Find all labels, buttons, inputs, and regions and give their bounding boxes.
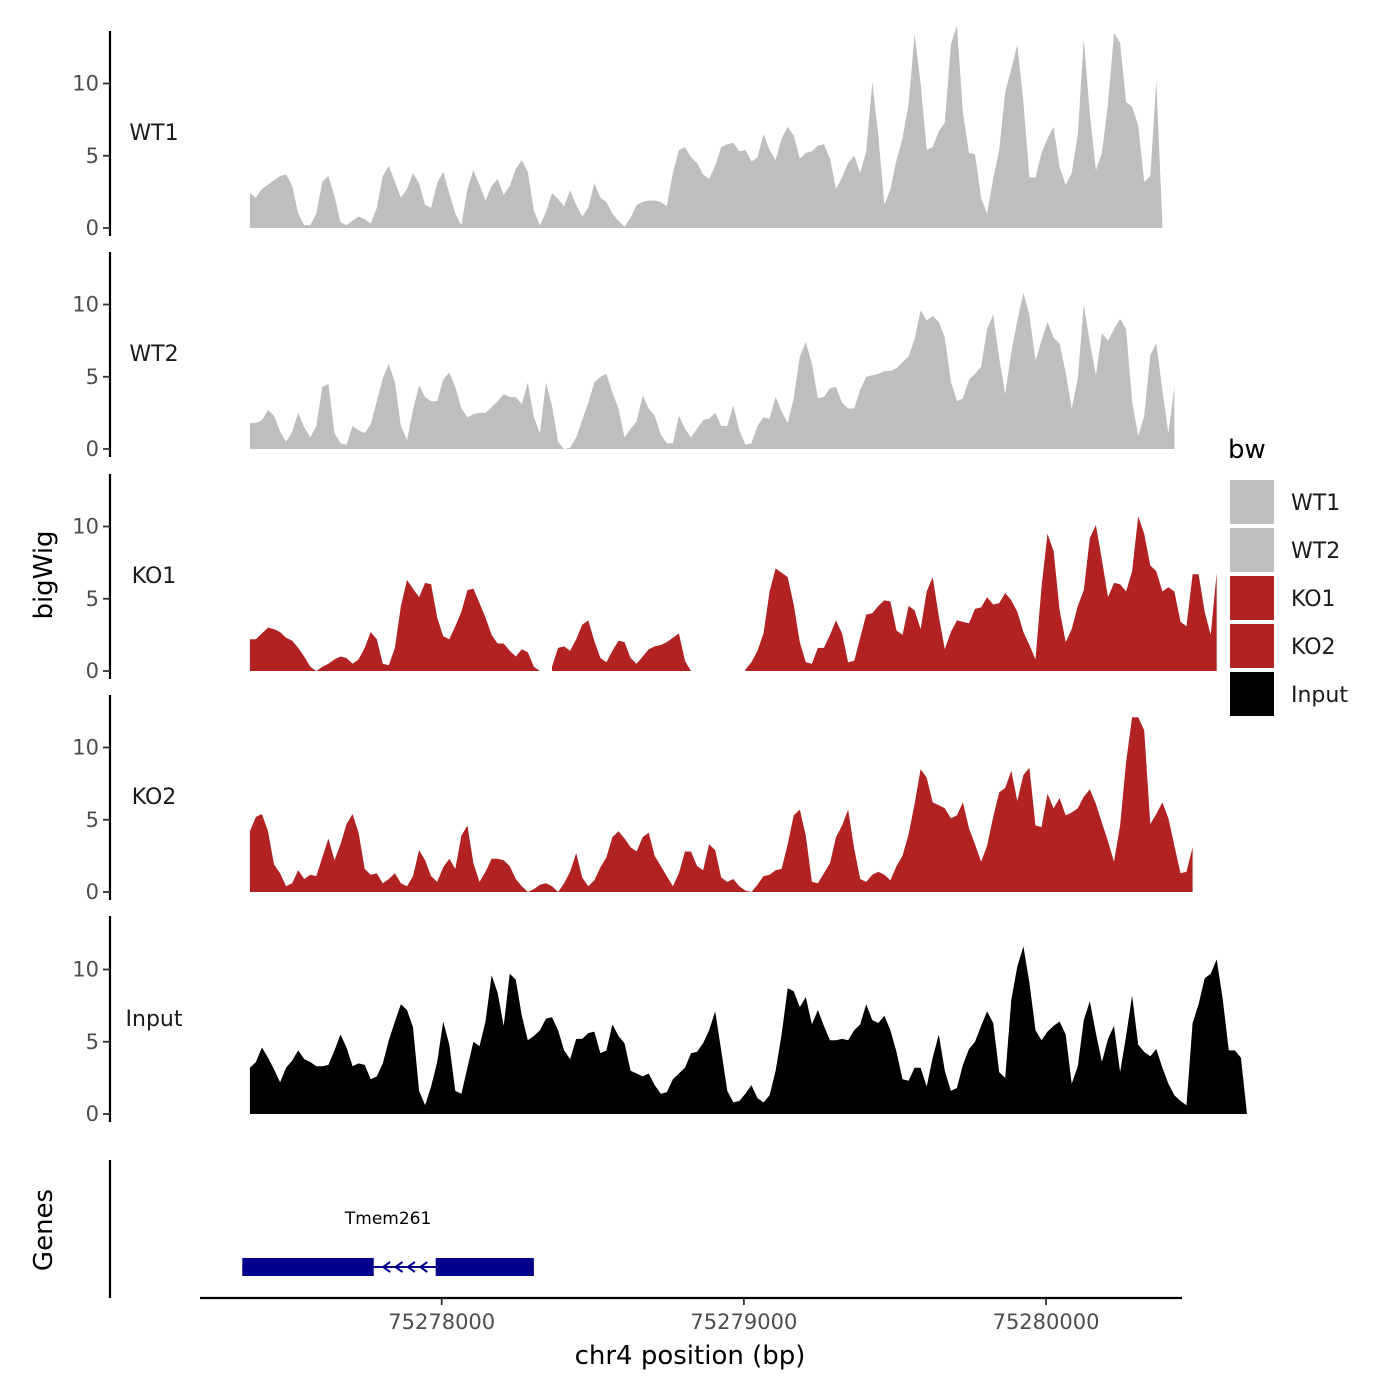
- legend-key: [1230, 672, 1274, 716]
- legend-label: KO1: [1291, 587, 1336, 612]
- y-tick-label: 5: [86, 144, 99, 168]
- x-tick-label: 75280000: [993, 1310, 1100, 1334]
- strand-arrow: [381, 1261, 391, 1273]
- facet-label: Input: [126, 1007, 183, 1032]
- area-ko1: [552, 620, 691, 671]
- legend-label: WT1: [1291, 491, 1340, 516]
- gene-exon: [242, 1258, 374, 1276]
- gene-exon: [435, 1258, 534, 1276]
- facet-label: KO1: [132, 564, 177, 589]
- legend-label: Input: [1291, 683, 1348, 708]
- track-wt1: 0 5 10 WT1: [72, 25, 1163, 240]
- area-wt1: [249, 25, 1163, 229]
- area-wt2: [249, 292, 1175, 449]
- y-tick-label: 0: [86, 1102, 99, 1126]
- track-ko2: 0 5 10 KO2: [72, 695, 1193, 904]
- y-tick-label: 0: [86, 880, 99, 904]
- y-tick-label: 5: [86, 808, 99, 832]
- track-panels: 0 5 10 WT1 0 5 10 WT2 0 5 10 KO1 0 5 10 KO2 0 5 10 Input: [72, 25, 1247, 1126]
- y-tick-label: 10: [72, 958, 99, 982]
- legend-key: [1230, 528, 1274, 572]
- area-ko1: [249, 580, 540, 671]
- gene-track-title: Genes: [29, 1189, 59, 1271]
- area-input: [249, 946, 1247, 1114]
- y-tick-label: 0: [86, 659, 99, 683]
- strand-arrow: [418, 1261, 428, 1273]
- y-tick-label: 10: [72, 515, 99, 539]
- facet-label: WT2: [129, 342, 178, 367]
- y-tick-label: 0: [86, 216, 99, 240]
- track-wt2: 0 5 10 WT2: [72, 252, 1175, 461]
- facet-label: KO2: [132, 785, 177, 810]
- area-ko2: [249, 717, 1193, 892]
- legend: bw WT1 WT2 KO1 KO2 Input: [1228, 435, 1348, 716]
- gene-track: Tmem261: [108, 1160, 534, 1298]
- y-tick-label: 5: [86, 365, 99, 389]
- strand-arrow: [393, 1261, 404, 1273]
- legend-title: bw: [1228, 435, 1266, 465]
- x-axis-title: chr4 position (bp): [575, 1341, 806, 1371]
- area-ko1: [745, 516, 1217, 671]
- legend-label: WT2: [1291, 539, 1340, 564]
- y-tick-label: 5: [86, 587, 99, 611]
- legend-key: [1230, 480, 1274, 524]
- x-axis: 75278000 75279000 75280000: [200, 1296, 1182, 1334]
- y-tick-label: 10: [72, 72, 99, 96]
- y-tick-label: 10: [72, 736, 99, 760]
- track-input: 0 5 10 Input: [72, 916, 1247, 1126]
- legend-key: [1230, 576, 1274, 620]
- gene-label: Tmem261: [344, 1209, 431, 1229]
- x-tick-label: 75278000: [388, 1310, 495, 1334]
- y-axis-title: bigWig: [29, 530, 59, 619]
- legend-label: KO2: [1291, 635, 1336, 660]
- y-tick-label: 10: [72, 293, 99, 317]
- legend-key: [1230, 624, 1274, 668]
- facet-label: WT1: [129, 121, 178, 146]
- y-tick-label: 0: [86, 437, 99, 461]
- track-ko1: 0 5 10 KO1: [72, 474, 1217, 683]
- strand-arrow: [406, 1261, 416, 1273]
- x-tick-label: 75279000: [690, 1310, 797, 1334]
- y-tick-label: 5: [86, 1030, 99, 1054]
